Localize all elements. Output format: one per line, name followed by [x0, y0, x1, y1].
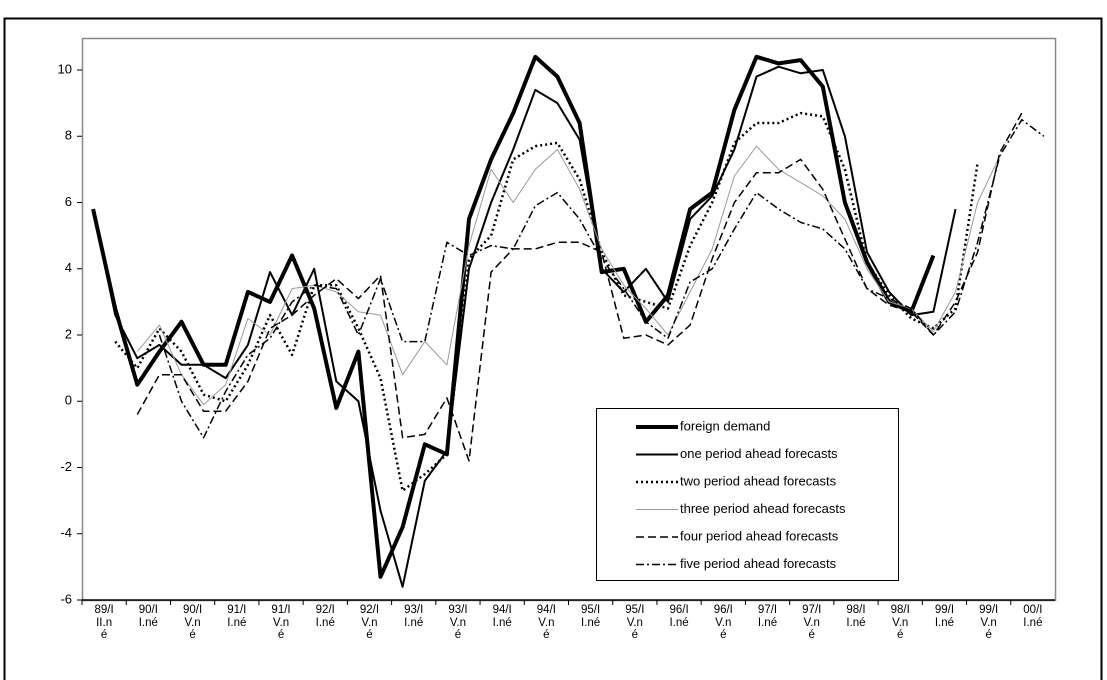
y-tick-label: 8 — [65, 128, 72, 143]
x-tick-label: 90/II.né — [138, 604, 158, 629]
y-tick-label: 4 — [65, 260, 72, 275]
legend-label: four period ahead forecasts — [680, 528, 839, 543]
series-line — [158, 118, 1045, 439]
series-line — [92, 65, 957, 588]
series-line — [114, 111, 979, 492]
x-tick-label: 95/II.né — [581, 604, 601, 629]
frame — [3, 17, 1103, 680]
x-tick-label: 89/III.né — [94, 604, 114, 641]
x-tick-label: 94/IV.né — [536, 604, 556, 641]
series-line — [136, 112, 1023, 462]
x-tick-label: 92/II.né — [315, 604, 335, 629]
x-tick-label: 99/IV.né — [979, 604, 999, 641]
y-tick-label: -2 — [60, 459, 72, 474]
legend-label: five period ahead forecasts — [680, 556, 837, 571]
y-tick-label: 0 — [65, 393, 72, 408]
x-tick-label: 94/II.né — [492, 604, 512, 629]
x-tick-label: 98/II.né — [846, 604, 866, 629]
legend-label: two period ahead forecasts — [680, 473, 837, 488]
x-tick-label: 97/II.né — [757, 604, 778, 629]
y-tick-label: 2 — [65, 326, 72, 341]
x-tick-label: 93/IV.né — [448, 604, 468, 641]
x-tick-label: 97/IV.né — [802, 604, 822, 641]
y-tick-label: 10 — [58, 61, 72, 76]
x-tick-label: 93/II.né — [404, 604, 424, 629]
legend-box — [596, 408, 899, 581]
x-tick-label: 98/IV.né — [890, 604, 910, 641]
y-tick-label: 6 — [65, 194, 72, 209]
y-tick-label: -6 — [60, 591, 72, 606]
x-tick-label: 91/IV.né — [271, 604, 291, 641]
x-tick-label: 99/II.né — [934, 604, 955, 629]
x-tick-label: 96/IV.né — [713, 604, 733, 641]
series-line — [91, 54, 936, 579]
x-tick-label: 96/II.né — [669, 604, 689, 629]
x-tick-label: 92/IV.né — [359, 604, 380, 641]
x-tick-label: 90/IV.né — [182, 604, 203, 641]
legend-label: foreign demand — [680, 418, 770, 433]
legend-label: one period ahead forecasts — [680, 446, 838, 461]
legend-label: three period ahead forecasts — [680, 501, 846, 516]
x-tick-label: 00/II.né — [1023, 604, 1043, 629]
y-tick-label: -4 — [60, 525, 72, 540]
x-tick-label: 91/II.né — [227, 604, 247, 629]
x-tick-label: 95/IV.né — [625, 604, 645, 641]
series-line — [136, 145, 1001, 406]
